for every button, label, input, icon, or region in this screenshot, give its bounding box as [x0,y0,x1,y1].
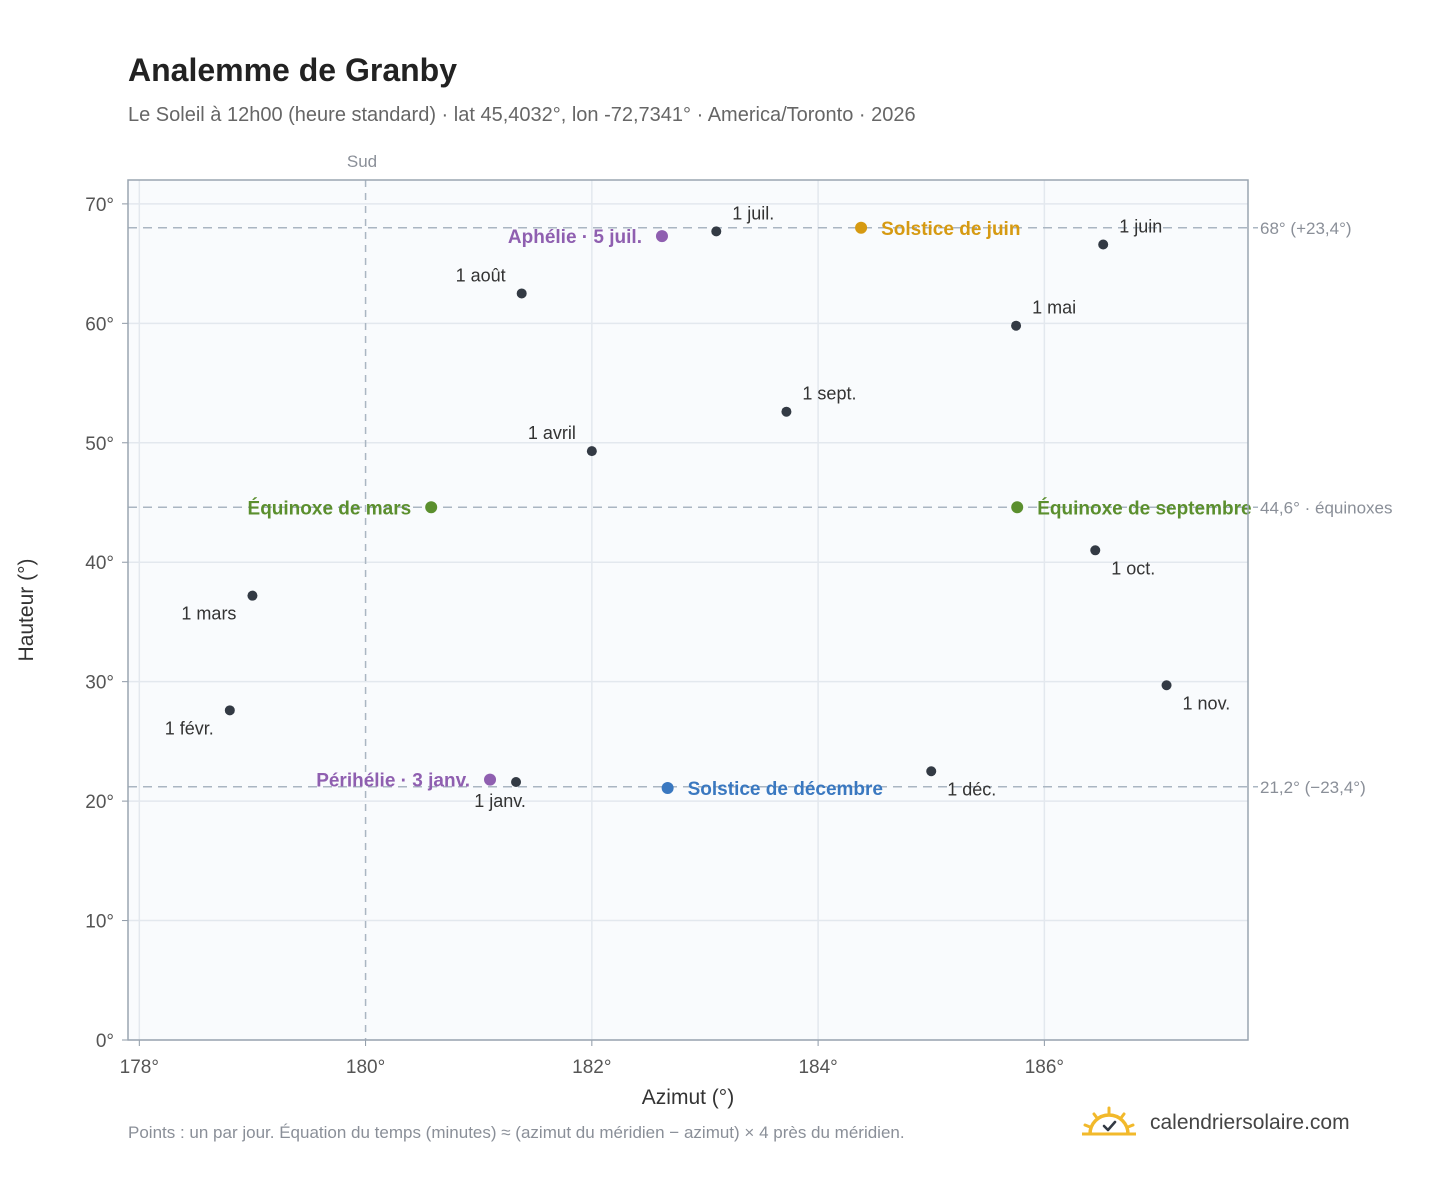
chart-title: Analemme de Granby [128,52,457,88]
month-label: 1 juin [1119,217,1162,237]
month-marker [586,446,597,457]
reference-line-label: 68° (+23,4°) [1260,219,1352,238]
sun-check-icon [1082,1106,1136,1136]
reference-line-label: 21,2° (−23,4°) [1260,778,1366,797]
event-marker [1011,501,1024,514]
month-marker [711,226,722,237]
brand-name: calendriersolaire.com [1150,1111,1350,1134]
x-axis-label: Azimut (°) [642,1086,734,1109]
y-tick-label: 70° [85,195,114,216]
axes: Azimut (°) Hauteur (°) Sud 178° 180° 182° 1… [15,152,1249,1109]
y-tick-label: 30° [85,673,114,694]
month-label: 1 sept. [802,384,856,404]
x-tick-label: 178° [120,1057,159,1078]
month-marker [247,590,258,601]
month-label: 1 juil. [732,203,774,223]
month-label: 1 août [456,265,506,285]
month-marker [926,766,937,777]
meridian-label: Sud [347,152,377,171]
plot-background [128,180,1248,1040]
month-label: 1 mai [1032,298,1076,318]
event-label: Équinoxe de septembre [1037,497,1251,519]
y-tick-label: 40° [85,553,114,574]
x-tick-label: 184° [798,1057,837,1078]
footnote: Points : un par jour. Équation du temps … [128,1123,905,1142]
month-label: 1 févr. [165,718,214,738]
month-label: 1 oct. [1111,558,1155,578]
month-label: 1 déc. [947,779,996,799]
month-marker [516,288,527,299]
y-tick-label: 10° [85,912,114,933]
y-tick-label: 50° [85,434,114,455]
event-marker [661,781,674,794]
x-tick-label: 182° [572,1057,611,1078]
y-tick-label: 0° [96,1031,114,1052]
reference-line-label: 44,6° · équinoxes [1260,498,1393,517]
month-marker [224,705,235,716]
month-marker [511,777,522,787]
month-label: 1 mars [181,604,236,624]
event-label: Équinoxe de mars [248,497,412,519]
month-label: 1 nov. [1183,693,1231,713]
x-tick-label: 180° [346,1057,385,1078]
grid [128,180,1248,1041]
reference-lines: 68° (+23,4°) 44,6° · équinoxes 21,2° (−23,… [128,180,1393,1040]
event-marker [425,501,438,514]
event-label: Solstice de juin [881,219,1020,240]
y-tick-label: 20° [85,792,114,813]
event-label: Aphélie · 5 juil. [508,227,642,248]
event-marker [855,221,868,234]
brand[interactable]: calendriersolaire.com [1082,1106,1350,1140]
plot-frame [127,179,1249,1041]
month-marker [1098,239,1109,250]
event-marker [484,773,497,786]
x-tick-label: 186° [1025,1057,1064,1078]
month-label: 1 janv. [474,791,526,811]
chart-subtitle: Le Soleil à 12h00 (heure standard) · lat… [128,104,916,126]
event-label: Périhélie · 3 janv. [316,771,470,792]
month-marker [1161,680,1172,691]
month-marker [1011,320,1022,331]
month-marker [1090,545,1101,556]
month-marker [781,406,792,417]
markers: 1 janv. 1 févr. 1 mars 1 avril 1 mai 1 juin 1 … [165,203,1252,811]
event-label: Solstice de décembre [688,779,883,800]
event-marker [655,230,668,243]
month-label: 1 avril [528,423,576,443]
y-tick-label: 60° [85,314,114,335]
y-axis-label: Hauteur (°) [15,559,38,662]
